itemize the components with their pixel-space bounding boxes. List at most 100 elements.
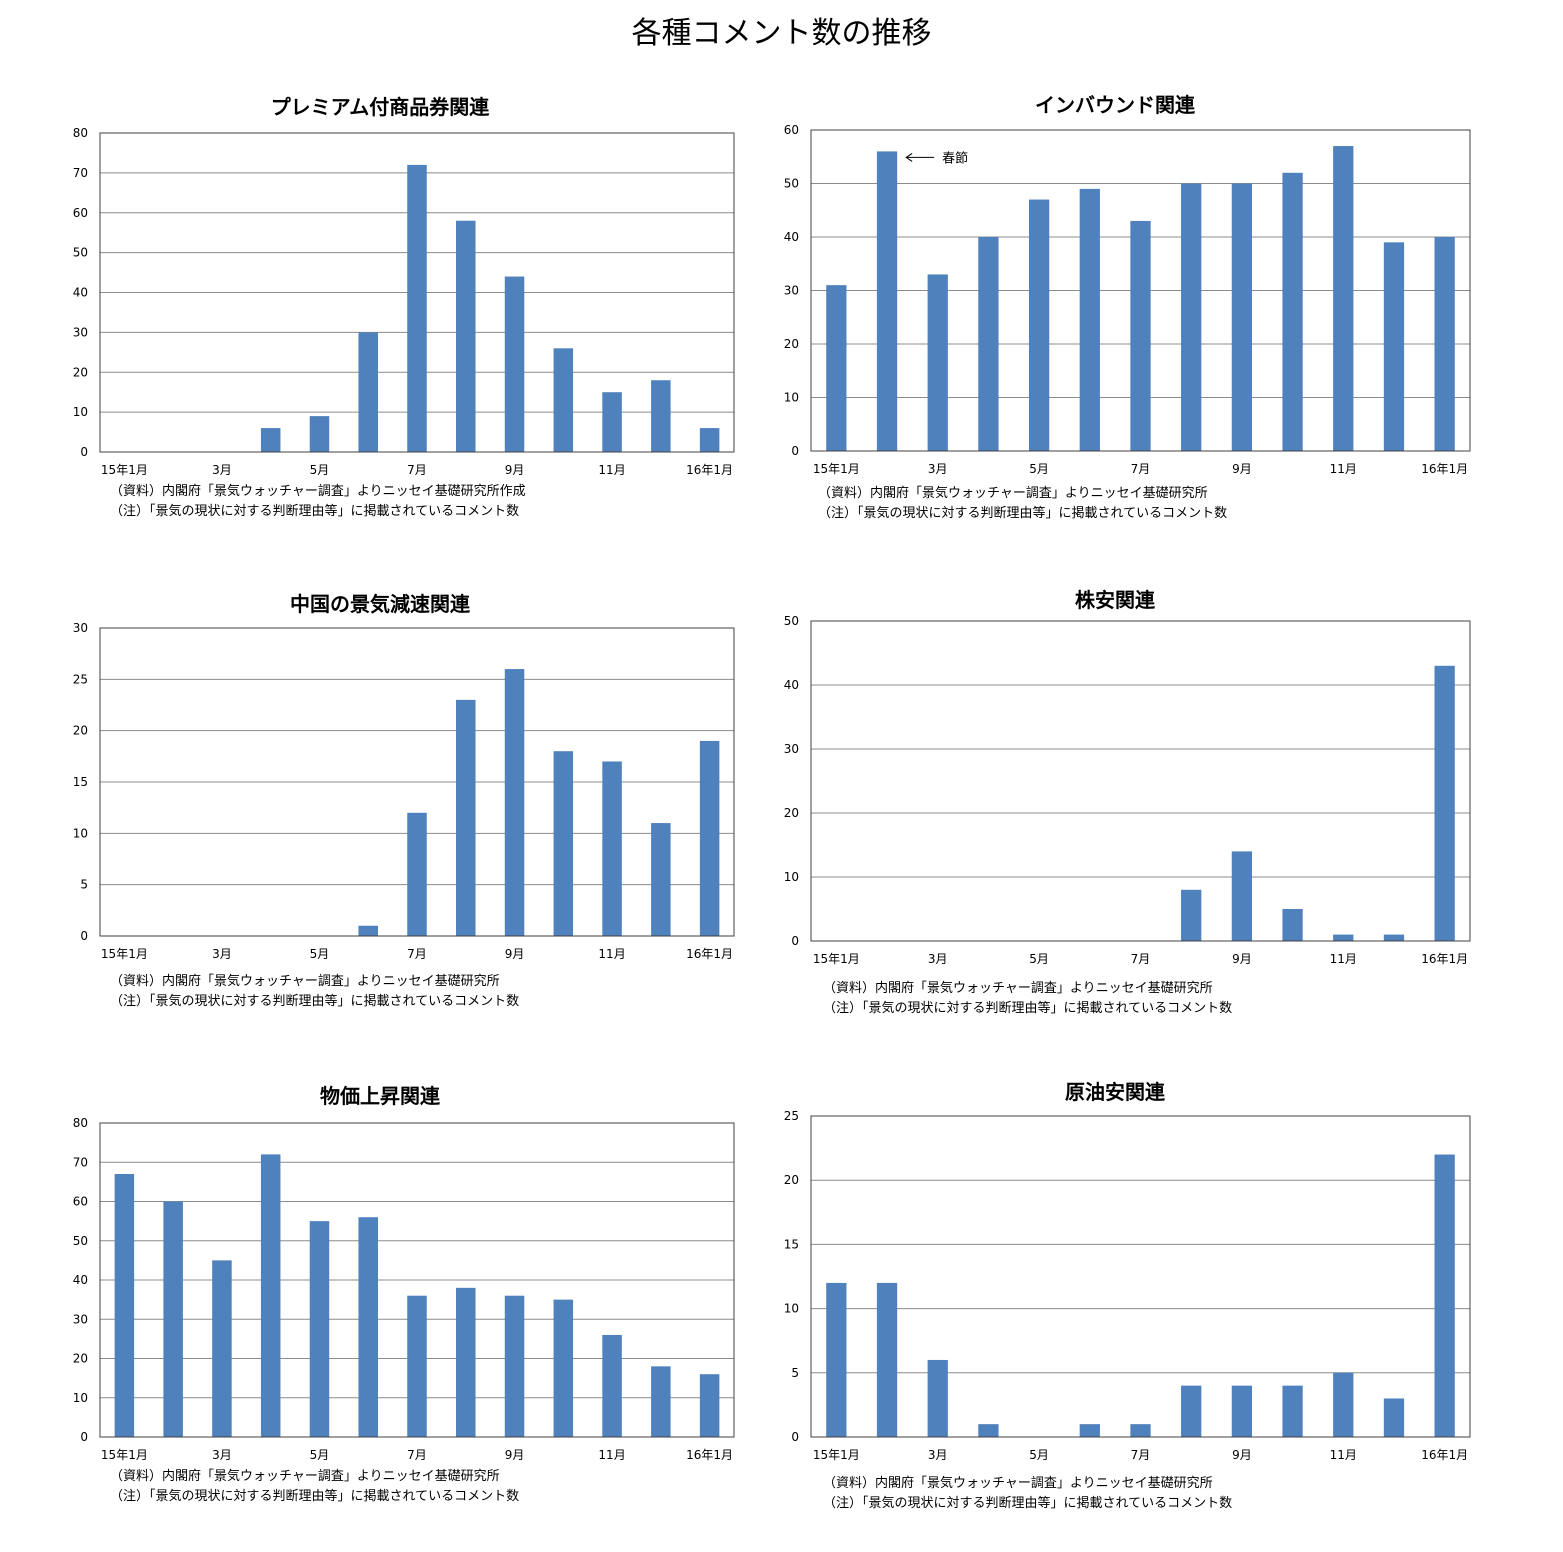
x-tick-label: 15年1月 xyxy=(813,462,860,476)
x-tick-label: 11月 xyxy=(1330,462,1357,476)
y-tick-label: 20 xyxy=(784,337,799,351)
bar xyxy=(1079,1424,1100,1437)
footnote: （注）「景気の現状に対する判断理由等」に掲載されているコメント数 xyxy=(823,1496,1233,1511)
y-tick-label: 5 xyxy=(80,878,88,892)
x-tick-label: 9月 xyxy=(505,1448,525,1462)
bar xyxy=(1333,934,1354,941)
bar xyxy=(602,761,622,936)
plot-area xyxy=(99,1122,735,1438)
chart-panel-china-slowdown: 中国の景気減速関連 0 5 10 15 20 25 30 15年1月 3月 5月 7月 9月 11月 16… xyxy=(0,580,760,1060)
annotation-label: 春節 xyxy=(942,151,968,166)
bar xyxy=(1130,220,1151,451)
x-tick-label: 11月 xyxy=(598,947,625,961)
bar xyxy=(826,285,847,451)
y-tick-label: 30 xyxy=(73,325,88,339)
x-tick-label: 3月 xyxy=(928,462,948,476)
y-tick-label: 40 xyxy=(73,1273,88,1287)
plot-area xyxy=(99,627,735,937)
y-tick-label: 10 xyxy=(784,870,799,884)
bar xyxy=(699,1374,720,1437)
x-tick-label: 16年1月 xyxy=(1421,462,1468,476)
y-tick-label: 0 xyxy=(791,444,799,458)
bar xyxy=(1231,1385,1253,1437)
y-tick-label: 0 xyxy=(80,929,88,943)
y-tick-label: 40 xyxy=(784,678,799,692)
y-tick-label: 80 xyxy=(73,1116,88,1130)
x-tick-label: 9月 xyxy=(505,947,525,961)
plot-area xyxy=(99,132,735,453)
x-tick-label: 9月 xyxy=(1232,1448,1252,1462)
source-note: （資料）内閣府「景気ウォッチャー調査」よりニッセイ基礎研究所 xyxy=(110,974,500,989)
x-tick-label: 7月 xyxy=(1131,1448,1151,1462)
bar xyxy=(114,1174,135,1437)
chart-panel-stock-decline: 株安関連 0 10 20 30 40 50 15年1月 3月 5月 7月 9月 11月 16年1月 （資… xyxy=(735,580,1495,1060)
bar xyxy=(1333,146,1354,452)
y-tick-label: 10 xyxy=(73,826,88,840)
y-tick-label: 70 xyxy=(73,1155,88,1169)
x-tick-label: 5月 xyxy=(1029,1448,1049,1462)
x-tick-label: 3月 xyxy=(928,952,948,966)
chart-title: 原油安関連 xyxy=(1065,1080,1165,1104)
y-tick-label: 80 xyxy=(73,126,88,140)
bar xyxy=(1434,1154,1455,1437)
x-tick-label: 16年1月 xyxy=(686,1448,733,1462)
bar xyxy=(1231,183,1253,451)
y-tick-label: 20 xyxy=(73,1352,88,1366)
chart-title: 中国の景気減速関連 xyxy=(290,592,470,616)
y-tick-label: 10 xyxy=(784,391,799,405)
y-tick-label: 0 xyxy=(791,934,799,948)
bar xyxy=(602,1334,622,1437)
x-tick-label: 11月 xyxy=(598,1448,625,1462)
bar xyxy=(1282,909,1303,941)
bar xyxy=(1434,237,1455,451)
bar xyxy=(504,669,525,936)
bar xyxy=(456,699,476,936)
chart-title: プレミアム付商品券関連 xyxy=(270,95,490,119)
bar xyxy=(651,823,671,936)
bar xyxy=(260,1154,281,1437)
y-tick-label: 20 xyxy=(73,724,88,738)
x-tick-label: 5月 xyxy=(310,947,330,961)
x-tick-label: 11月 xyxy=(1330,952,1357,966)
y-tick-label: 25 xyxy=(784,1109,799,1123)
x-tick-label: 3月 xyxy=(212,1448,232,1462)
y-tick-label: 0 xyxy=(791,1430,799,1444)
bar xyxy=(1434,665,1455,941)
x-tick-label: 11月 xyxy=(1330,1448,1357,1462)
bar-chart: 0 10 20 30 40 50 15年1月 3月 5月 7月 9月 11月 16年1月 xyxy=(784,614,1471,966)
bar xyxy=(1181,183,1202,451)
bar xyxy=(1181,1385,1202,1437)
bar xyxy=(407,812,427,936)
bar xyxy=(1383,934,1405,941)
y-tick-label: 15 xyxy=(73,775,88,789)
bar xyxy=(456,1287,476,1437)
bar xyxy=(1282,172,1303,452)
x-tick-label: 15年1月 xyxy=(813,1448,860,1462)
bar xyxy=(699,428,720,452)
bar xyxy=(876,151,898,451)
bar xyxy=(358,1217,378,1437)
bar xyxy=(1282,1385,1303,1437)
x-tick-label: 16年1月 xyxy=(686,463,733,477)
footnote: （注）「景気の現状に対する判断理由等」に掲載されているコメント数 xyxy=(110,994,520,1009)
y-tick-label: 50 xyxy=(73,1234,88,1248)
x-tick-label: 9月 xyxy=(505,463,525,477)
x-tick-label: 3月 xyxy=(212,947,232,961)
footnote: （注）「景気の現状に対する判断理由等」に掲載されているコメント数 xyxy=(110,1489,520,1504)
y-tick-label: 30 xyxy=(784,742,799,756)
footnote: （注）「景気の現状に対する判断理由等」に掲載されているコメント数 xyxy=(110,504,520,519)
bar-chart: 0 10 20 30 40 50 60 70 80 15年1月 3月 5月 7月 9月 11月 16年1月 xyxy=(73,126,735,477)
y-tick-label: 10 xyxy=(784,1302,799,1316)
x-tick-label: 16年1月 xyxy=(1421,1448,1468,1462)
x-tick-label: 5月 xyxy=(310,1448,330,1462)
y-tick-label: 25 xyxy=(73,672,88,686)
bar xyxy=(1383,1398,1405,1437)
x-tick-label: 15年1月 xyxy=(813,952,860,966)
bar xyxy=(1079,188,1100,451)
bar xyxy=(358,925,378,936)
chart-panel-inbound: インバウンド関連 0 10 20 30 40 50 60 15年1月 3月 5月 7月 9月 11月 16… xyxy=(735,85,1495,565)
y-tick-label: 50 xyxy=(73,246,88,260)
bar xyxy=(826,1282,847,1437)
chart-title: 株安関連 xyxy=(1075,588,1155,612)
x-tick-label: 15年1月 xyxy=(101,1448,148,1462)
